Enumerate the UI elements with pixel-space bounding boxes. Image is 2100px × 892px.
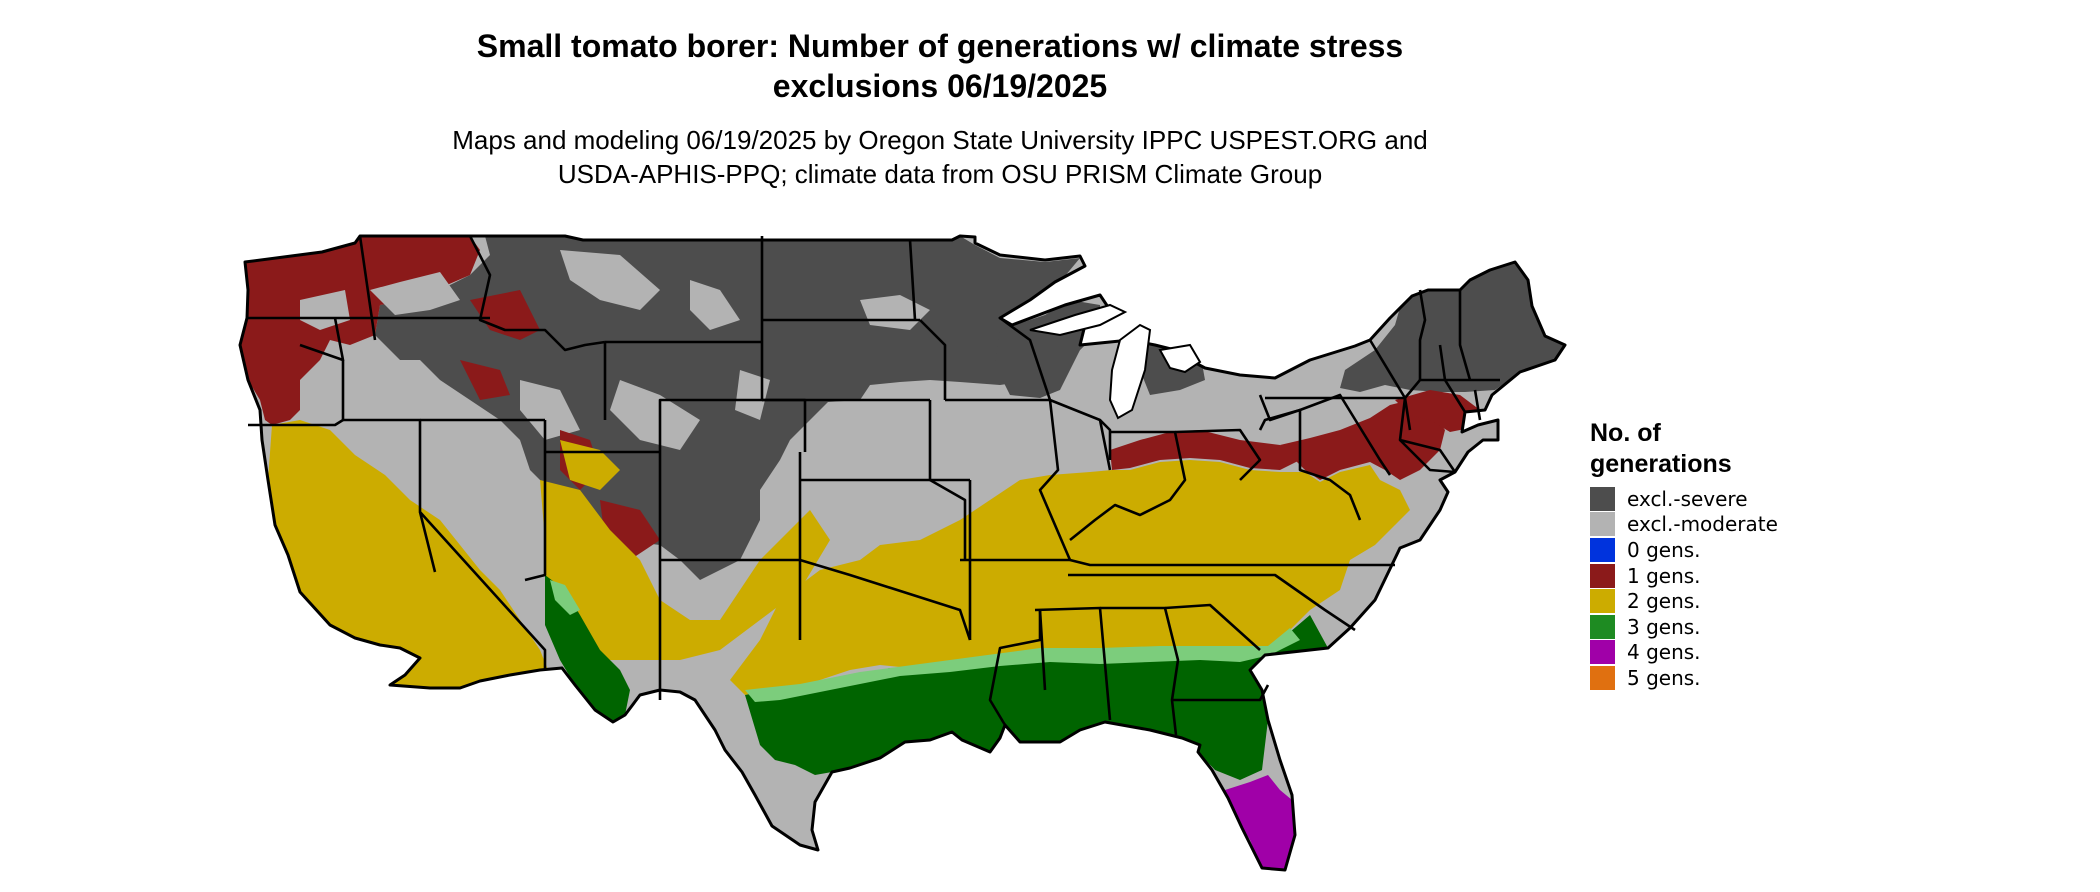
legend-swatch xyxy=(1590,486,1615,511)
legend-label: 4 gens. xyxy=(1627,640,1701,665)
legend-label: 0 gens. xyxy=(1627,537,1701,562)
legend-label: excl.-severe xyxy=(1627,486,1748,511)
legend: No. of generations excl.-severe excl.-mod… xyxy=(1590,418,1890,691)
legend-swatch xyxy=(1590,563,1615,588)
legend-label: 3 gens. xyxy=(1627,614,1701,639)
map-subtitle-line-1: Maps and modeling 06/19/2025 by Oregon S… xyxy=(452,125,1428,155)
legend-item: 0 gens. xyxy=(1590,537,1890,563)
legend-label: excl.-moderate xyxy=(1627,512,1778,537)
legend-title-line-1: No. of xyxy=(1590,419,1661,447)
legend-title-line-2: generations xyxy=(1590,450,1732,478)
map-title: Small tomato borer: Number of generation… xyxy=(430,26,1450,106)
legend-item: 4 gens. xyxy=(1590,640,1890,666)
legend-item: excl.-severe xyxy=(1590,486,1890,512)
legend-swatch xyxy=(1590,665,1615,690)
legend-label: 2 gens. xyxy=(1627,589,1701,614)
map-title-line-1: Small tomato borer: Number of generation… xyxy=(476,28,1404,64)
legend-swatch xyxy=(1590,512,1615,537)
legend-swatch xyxy=(1590,640,1615,665)
legend-swatch xyxy=(1590,537,1615,562)
legend-swatch xyxy=(1590,589,1615,614)
map-subtitle: Maps and modeling 06/19/2025 by Oregon S… xyxy=(410,123,1470,191)
legend-items: excl.-severe excl.-moderate 0 gens. 1 gens.… xyxy=(1590,486,1890,691)
legend-item: 5 gens. xyxy=(1590,665,1890,691)
legend-swatch xyxy=(1590,614,1615,639)
legend-label: 1 gens. xyxy=(1627,563,1701,588)
legend-item: excl.-moderate xyxy=(1590,512,1890,538)
map-subtitle-line-2: USDA-APHIS-PPQ; climate data from OSU PR… xyxy=(557,159,1323,189)
legend-item: 3 gens. xyxy=(1590,614,1890,640)
legend-item: 1 gens. xyxy=(1590,563,1890,589)
legend-label: 5 gens. xyxy=(1627,665,1701,690)
map-title-line-2: exclusions 06/19/2025 xyxy=(772,68,1108,104)
legend-title: No. of generations xyxy=(1590,418,1890,480)
legend-item: 2 gens. xyxy=(1590,588,1890,614)
